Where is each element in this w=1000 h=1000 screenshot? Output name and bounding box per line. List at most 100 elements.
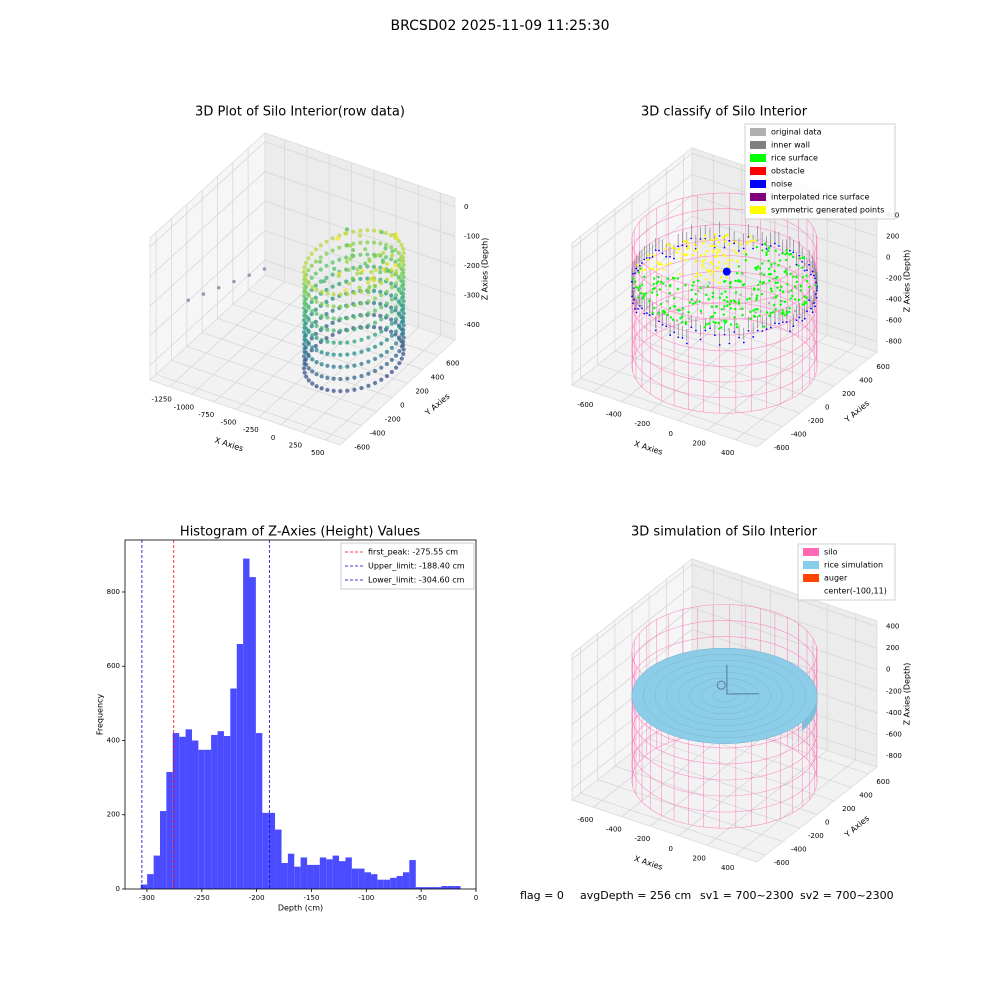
surface-decor (732, 299, 736, 302)
scatter-decor (352, 387, 357, 392)
surface-decor (787, 291, 790, 294)
noise-decor (665, 325, 668, 328)
noise-decor (811, 311, 814, 314)
scatter-decor (325, 339, 330, 344)
scatter-decor (401, 275, 406, 280)
surface-decor (715, 237, 718, 240)
scatter-decor (322, 279, 327, 284)
noise-decor (699, 238, 702, 240)
scatter-decor (399, 296, 404, 301)
scatter-decor (310, 345, 315, 350)
surface-decor (636, 296, 640, 299)
noise-decor (654, 329, 657, 332)
noise-decor (648, 314, 651, 317)
legend-swatch (803, 548, 819, 556)
surface-decor (729, 323, 733, 326)
y-tick-label: -200 (808, 832, 824, 840)
y-grid-line (186, 204, 377, 412)
auger-decor (726, 664, 759, 695)
noise-decor (709, 327, 711, 330)
surface-decor (799, 289, 802, 292)
scatter-decor (309, 263, 314, 268)
surface-decor (704, 234, 707, 237)
silo-wire (689, 677, 760, 714)
surface-decor (681, 312, 685, 315)
scatter-decor (313, 343, 318, 349)
noise-decor (738, 336, 740, 339)
scatter-decor (393, 365, 399, 370)
scatter-decor (325, 351, 330, 356)
scatter-decor (397, 349, 402, 354)
scatter-decor (330, 272, 335, 277)
surface-decor (652, 254, 656, 257)
x-tick-label: -200 (249, 894, 265, 902)
surface-decor (769, 311, 773, 315)
scatter-decor (401, 351, 406, 357)
z-tick-label: 0 (886, 666, 890, 674)
x-tick-label: 0 (668, 845, 672, 853)
scatter-decor (373, 267, 378, 272)
histogram-bar (147, 874, 154, 889)
scatter-decor (363, 261, 368, 266)
surface-decor (712, 320, 715, 324)
histogram-bar (351, 868, 359, 889)
scatter-decor (393, 281, 399, 286)
scatter-decor (377, 279, 382, 284)
scatter-decor (393, 247, 398, 253)
noise-decor (677, 336, 680, 339)
surface-decor (762, 325, 766, 328)
surface-decor (723, 240, 727, 243)
y-tick-label: -600 (774, 859, 790, 867)
scatter-decor (338, 328, 343, 333)
surface-decor (669, 262, 672, 265)
surface-decor (656, 280, 660, 283)
silo-wire (654, 660, 795, 732)
surface-decor (729, 285, 732, 289)
legend-label: original data (771, 128, 822, 137)
surface-decor (655, 282, 658, 285)
noise-decor (813, 302, 815, 305)
surface-decor (717, 261, 721, 264)
scatter-decor (401, 299, 406, 304)
scatter-decor (352, 339, 357, 344)
x-axis-label: Depth (cm) (278, 904, 323, 913)
scatter-decor (358, 240, 363, 245)
z-axis-label: Z Axies (Depth) (903, 663, 912, 726)
surface-decor (703, 258, 706, 262)
scatter-decor (345, 328, 350, 333)
surface-decor (722, 307, 726, 311)
surface-decor (755, 298, 758, 302)
surface-decor (652, 277, 656, 280)
surface-decor (666, 300, 669, 303)
surface-decor (758, 280, 762, 284)
surface-decor (720, 276, 723, 279)
legend-label: auger (824, 574, 848, 583)
scatter-decor (313, 271, 318, 276)
histogram-bar (217, 731, 224, 889)
scatter-decor (318, 243, 323, 248)
legend-label: rice simulation (824, 561, 883, 570)
surface-decor (656, 313, 660, 316)
scatter-decor (367, 257, 372, 262)
surface-decor (680, 321, 684, 324)
surface-decor (687, 244, 690, 248)
surface-decor (716, 254, 719, 258)
surface-decor (726, 304, 729, 307)
scatter-decor (372, 254, 377, 259)
z-tick-label: 0 (886, 253, 890, 261)
surface-decor (776, 286, 779, 289)
scatter-decor (393, 293, 399, 298)
scatter-decor (331, 340, 336, 345)
scatter-decor (401, 291, 406, 296)
noise-decor (681, 337, 684, 339)
scatter-decor (338, 304, 343, 309)
surface-decor (694, 260, 697, 263)
surface-decor (784, 258, 788, 262)
z-grid-line (571, 216, 878, 312)
surface-decor (737, 298, 741, 301)
scatter-decor (325, 387, 330, 393)
scatter-decor (378, 241, 383, 246)
scatter-decor (314, 287, 319, 292)
scatter-decor (379, 353, 384, 358)
